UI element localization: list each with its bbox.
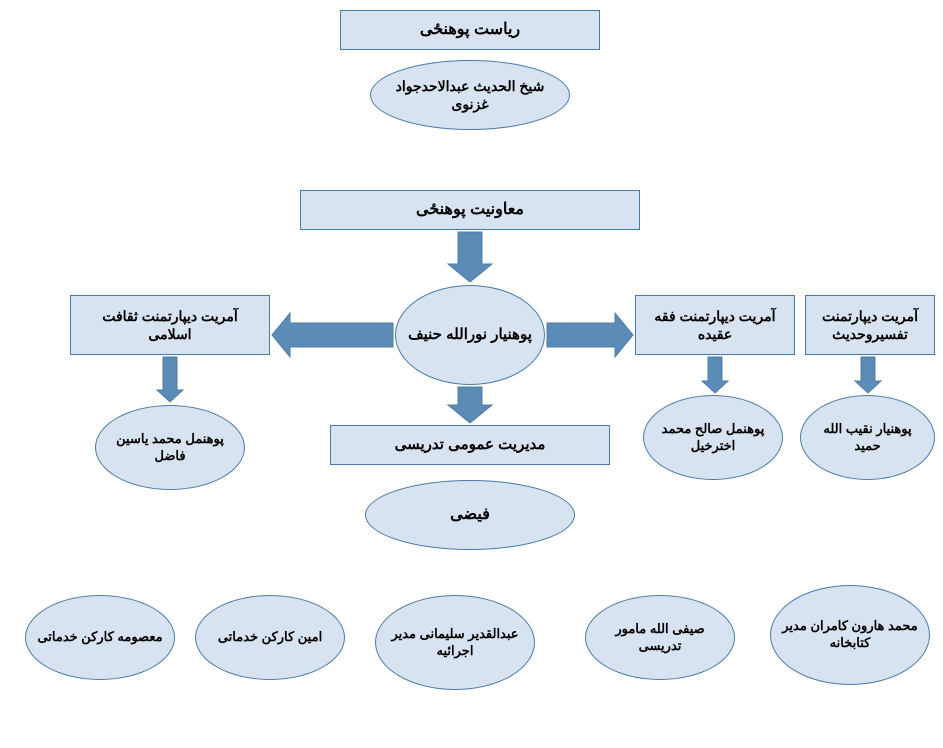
node-label: آمریت دیپارتمنت تفسیروحدیث [814,307,926,343]
org-chart: ریاست پوهنځی شیخ الحدیث عبدالاحدجواد غزنو… [0,0,943,748]
node-label: محمد هارون کامران مدیر کتابخانه [779,618,921,652]
node-label: پوهنمل محمد یاسین فاضل [104,431,236,465]
node-label: پوهنیار نورالله حنیف [408,325,532,345]
node-n15: عبدالقدیر سلیمانی مدیر اجرائیه [375,595,535,690]
node-label: ریاست پوهنځی [420,20,520,41]
node-n5: آمریت دیپارتمنت فقه عقیده [635,295,795,355]
node-n3: معاونیت پوهنځی [300,190,640,230]
node-label: فیضی [450,505,490,526]
node-label: پوهنیار نقیب الله حمید [809,421,926,455]
node-n4: پوهنیار نورالله حنیف [395,285,545,385]
node-n17: محمد هارون کامران مدیر کتابخانه [770,585,930,685]
node-label: معاونیت پوهنځی [416,200,524,221]
arrow-n3-n4 [448,232,492,282]
arrow-n6-n9 [855,357,881,393]
node-label: پوهنمل صالح محمد اخترخیل [652,421,774,455]
node-label: عبدالقدیر سلیمانی مدیر اجرائیه [384,626,526,660]
node-n1: ریاست پوهنځی [340,10,600,50]
arrow-n7-n10 [157,357,183,402]
node-label: صیفی الله مامور تدریسی [594,621,726,655]
node-label: آمریت دیپارتمنت فقه عقیده [644,307,786,343]
arrow-n4-n5 [547,313,633,357]
node-n10: پوهنمل محمد یاسین فاضل [95,405,245,490]
node-n13: معصومه کارکن خدماتی [25,595,175,680]
node-label: شیخ الحدیث عبدالاحدجواد غزنوی [379,77,561,113]
node-n6: آمریت دیپارتمنت تفسیروحدیث [805,295,935,355]
node-label: مدیریت عمومی تدریسی [395,435,546,455]
arrow-n4-n7 [272,313,393,357]
node-n16: صیفی الله مامور تدریسی [585,595,735,680]
arrow-n5-n8 [702,357,728,393]
node-n7: آمریت دیپارتمنت ثقافت اسلامی [70,295,270,355]
node-label: معصومه کارکن خدماتی [37,629,162,646]
node-n12: فیضی [365,480,575,550]
node-n8: پوهنمل صالح محمد اخترخیل [643,395,783,480]
node-n2: شیخ الحدیث عبدالاحدجواد غزنوی [370,60,570,130]
node-n14: امین کارکن خدماتی [195,595,345,680]
node-label: امین کارکن خدماتی [218,629,322,646]
node-n11: مدیریت عمومی تدریسی [330,425,610,465]
node-label: آمریت دیپارتمنت ثقافت اسلامی [79,307,261,343]
arrow-n4-n11 [448,387,492,423]
node-n9: پوهنیار نقیب الله حمید [800,395,935,480]
